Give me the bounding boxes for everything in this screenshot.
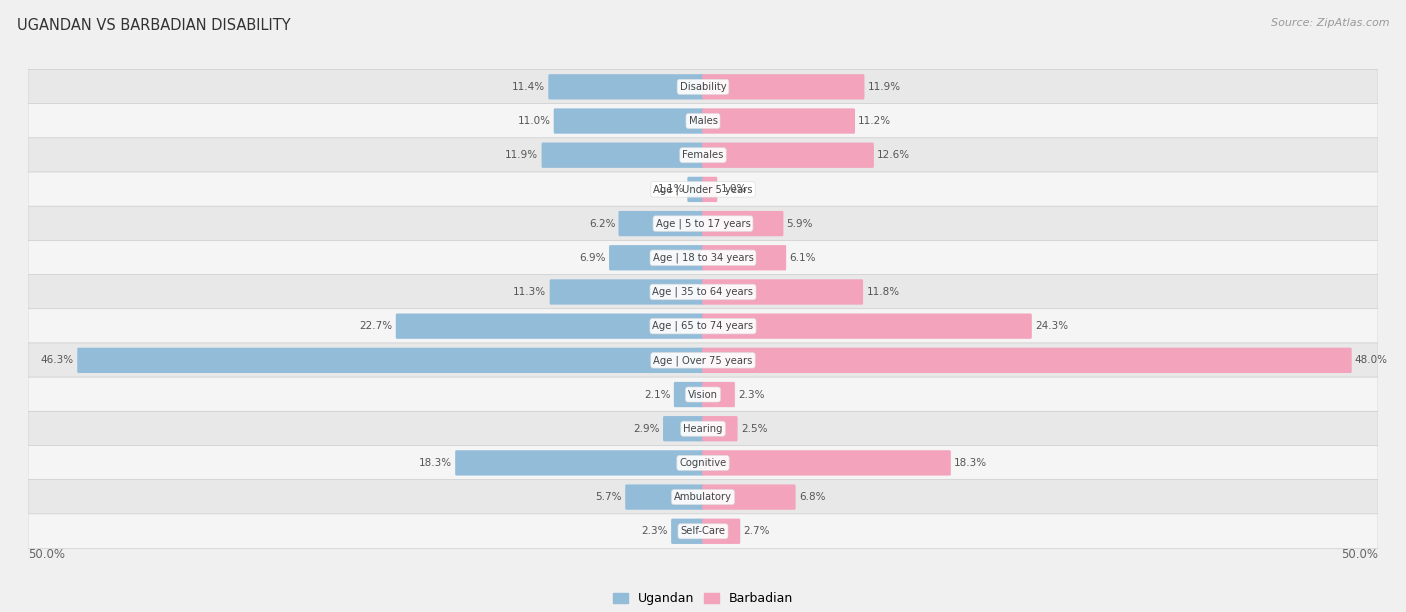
FancyBboxPatch shape (28, 206, 1378, 241)
FancyBboxPatch shape (28, 241, 1378, 275)
Text: 11.9%: 11.9% (505, 150, 538, 160)
Legend: Ugandan, Barbadian: Ugandan, Barbadian (607, 587, 799, 610)
FancyBboxPatch shape (702, 177, 717, 202)
FancyBboxPatch shape (702, 74, 865, 100)
Text: 11.9%: 11.9% (868, 82, 901, 92)
FancyBboxPatch shape (28, 480, 1378, 515)
Text: Ambulatory: Ambulatory (673, 492, 733, 502)
Text: Age | 65 to 74 years: Age | 65 to 74 years (652, 321, 754, 332)
Text: UGANDAN VS BARBADIAN DISABILITY: UGANDAN VS BARBADIAN DISABILITY (17, 18, 291, 34)
FancyBboxPatch shape (619, 211, 704, 236)
FancyBboxPatch shape (77, 348, 704, 373)
FancyBboxPatch shape (702, 279, 863, 305)
FancyBboxPatch shape (702, 382, 735, 407)
Text: 2.7%: 2.7% (744, 526, 770, 536)
Text: Age | Over 75 years: Age | Over 75 years (654, 355, 752, 365)
FancyBboxPatch shape (28, 172, 1378, 207)
Text: 18.3%: 18.3% (419, 458, 451, 468)
FancyBboxPatch shape (28, 377, 1378, 412)
Text: 46.3%: 46.3% (41, 356, 75, 365)
Text: Hearing: Hearing (683, 424, 723, 434)
Text: Disability: Disability (679, 82, 727, 92)
FancyBboxPatch shape (702, 211, 783, 236)
Text: 11.2%: 11.2% (858, 116, 891, 126)
FancyBboxPatch shape (671, 518, 704, 544)
Text: Vision: Vision (688, 389, 718, 400)
Text: 2.5%: 2.5% (741, 424, 768, 434)
Text: 6.9%: 6.9% (579, 253, 606, 263)
FancyBboxPatch shape (541, 143, 704, 168)
FancyBboxPatch shape (28, 103, 1378, 138)
FancyBboxPatch shape (28, 343, 1378, 378)
FancyBboxPatch shape (28, 308, 1378, 343)
Text: 11.4%: 11.4% (512, 82, 546, 92)
FancyBboxPatch shape (28, 411, 1378, 446)
Text: Cognitive: Cognitive (679, 458, 727, 468)
FancyBboxPatch shape (702, 485, 796, 510)
Text: Source: ZipAtlas.com: Source: ZipAtlas.com (1271, 18, 1389, 28)
FancyBboxPatch shape (396, 313, 704, 339)
Text: 50.0%: 50.0% (28, 548, 65, 561)
FancyBboxPatch shape (28, 138, 1378, 173)
FancyBboxPatch shape (626, 485, 704, 510)
Text: 2.3%: 2.3% (738, 389, 765, 400)
FancyBboxPatch shape (702, 108, 855, 133)
FancyBboxPatch shape (688, 177, 704, 202)
Text: Females: Females (682, 150, 724, 160)
FancyBboxPatch shape (550, 279, 704, 305)
FancyBboxPatch shape (702, 416, 738, 441)
FancyBboxPatch shape (554, 108, 704, 133)
Text: Age | Under 5 years: Age | Under 5 years (654, 184, 752, 195)
FancyBboxPatch shape (702, 245, 786, 271)
FancyBboxPatch shape (28, 69, 1378, 104)
Text: 6.1%: 6.1% (789, 253, 815, 263)
FancyBboxPatch shape (28, 446, 1378, 480)
Text: 5.9%: 5.9% (787, 218, 813, 229)
Text: 18.3%: 18.3% (955, 458, 987, 468)
Text: Age | 35 to 64 years: Age | 35 to 64 years (652, 286, 754, 297)
Text: 11.8%: 11.8% (866, 287, 900, 297)
FancyBboxPatch shape (702, 348, 1351, 373)
FancyBboxPatch shape (664, 416, 704, 441)
Text: 11.3%: 11.3% (513, 287, 547, 297)
FancyBboxPatch shape (28, 275, 1378, 310)
FancyBboxPatch shape (548, 74, 704, 100)
FancyBboxPatch shape (456, 450, 704, 476)
Text: 1.0%: 1.0% (720, 184, 747, 195)
Text: 2.3%: 2.3% (641, 526, 668, 536)
Text: 6.2%: 6.2% (589, 218, 616, 229)
FancyBboxPatch shape (702, 313, 1032, 339)
FancyBboxPatch shape (702, 518, 740, 544)
Text: 11.0%: 11.0% (517, 116, 551, 126)
Text: Males: Males (689, 116, 717, 126)
FancyBboxPatch shape (702, 143, 875, 168)
Text: 12.6%: 12.6% (877, 150, 910, 160)
FancyBboxPatch shape (609, 245, 704, 271)
Text: 48.0%: 48.0% (1355, 356, 1388, 365)
Text: 22.7%: 22.7% (360, 321, 392, 331)
FancyBboxPatch shape (28, 514, 1378, 549)
FancyBboxPatch shape (702, 450, 950, 476)
FancyBboxPatch shape (673, 382, 704, 407)
Text: Self-Care: Self-Care (681, 526, 725, 536)
Text: 50.0%: 50.0% (1341, 548, 1378, 561)
Text: Age | 5 to 17 years: Age | 5 to 17 years (655, 218, 751, 229)
Text: 2.1%: 2.1% (644, 389, 671, 400)
Text: 2.9%: 2.9% (633, 424, 659, 434)
Text: 24.3%: 24.3% (1035, 321, 1069, 331)
Text: 5.7%: 5.7% (596, 492, 621, 502)
Text: 6.8%: 6.8% (799, 492, 825, 502)
Text: Age | 18 to 34 years: Age | 18 to 34 years (652, 253, 754, 263)
Text: 1.1%: 1.1% (658, 184, 685, 195)
